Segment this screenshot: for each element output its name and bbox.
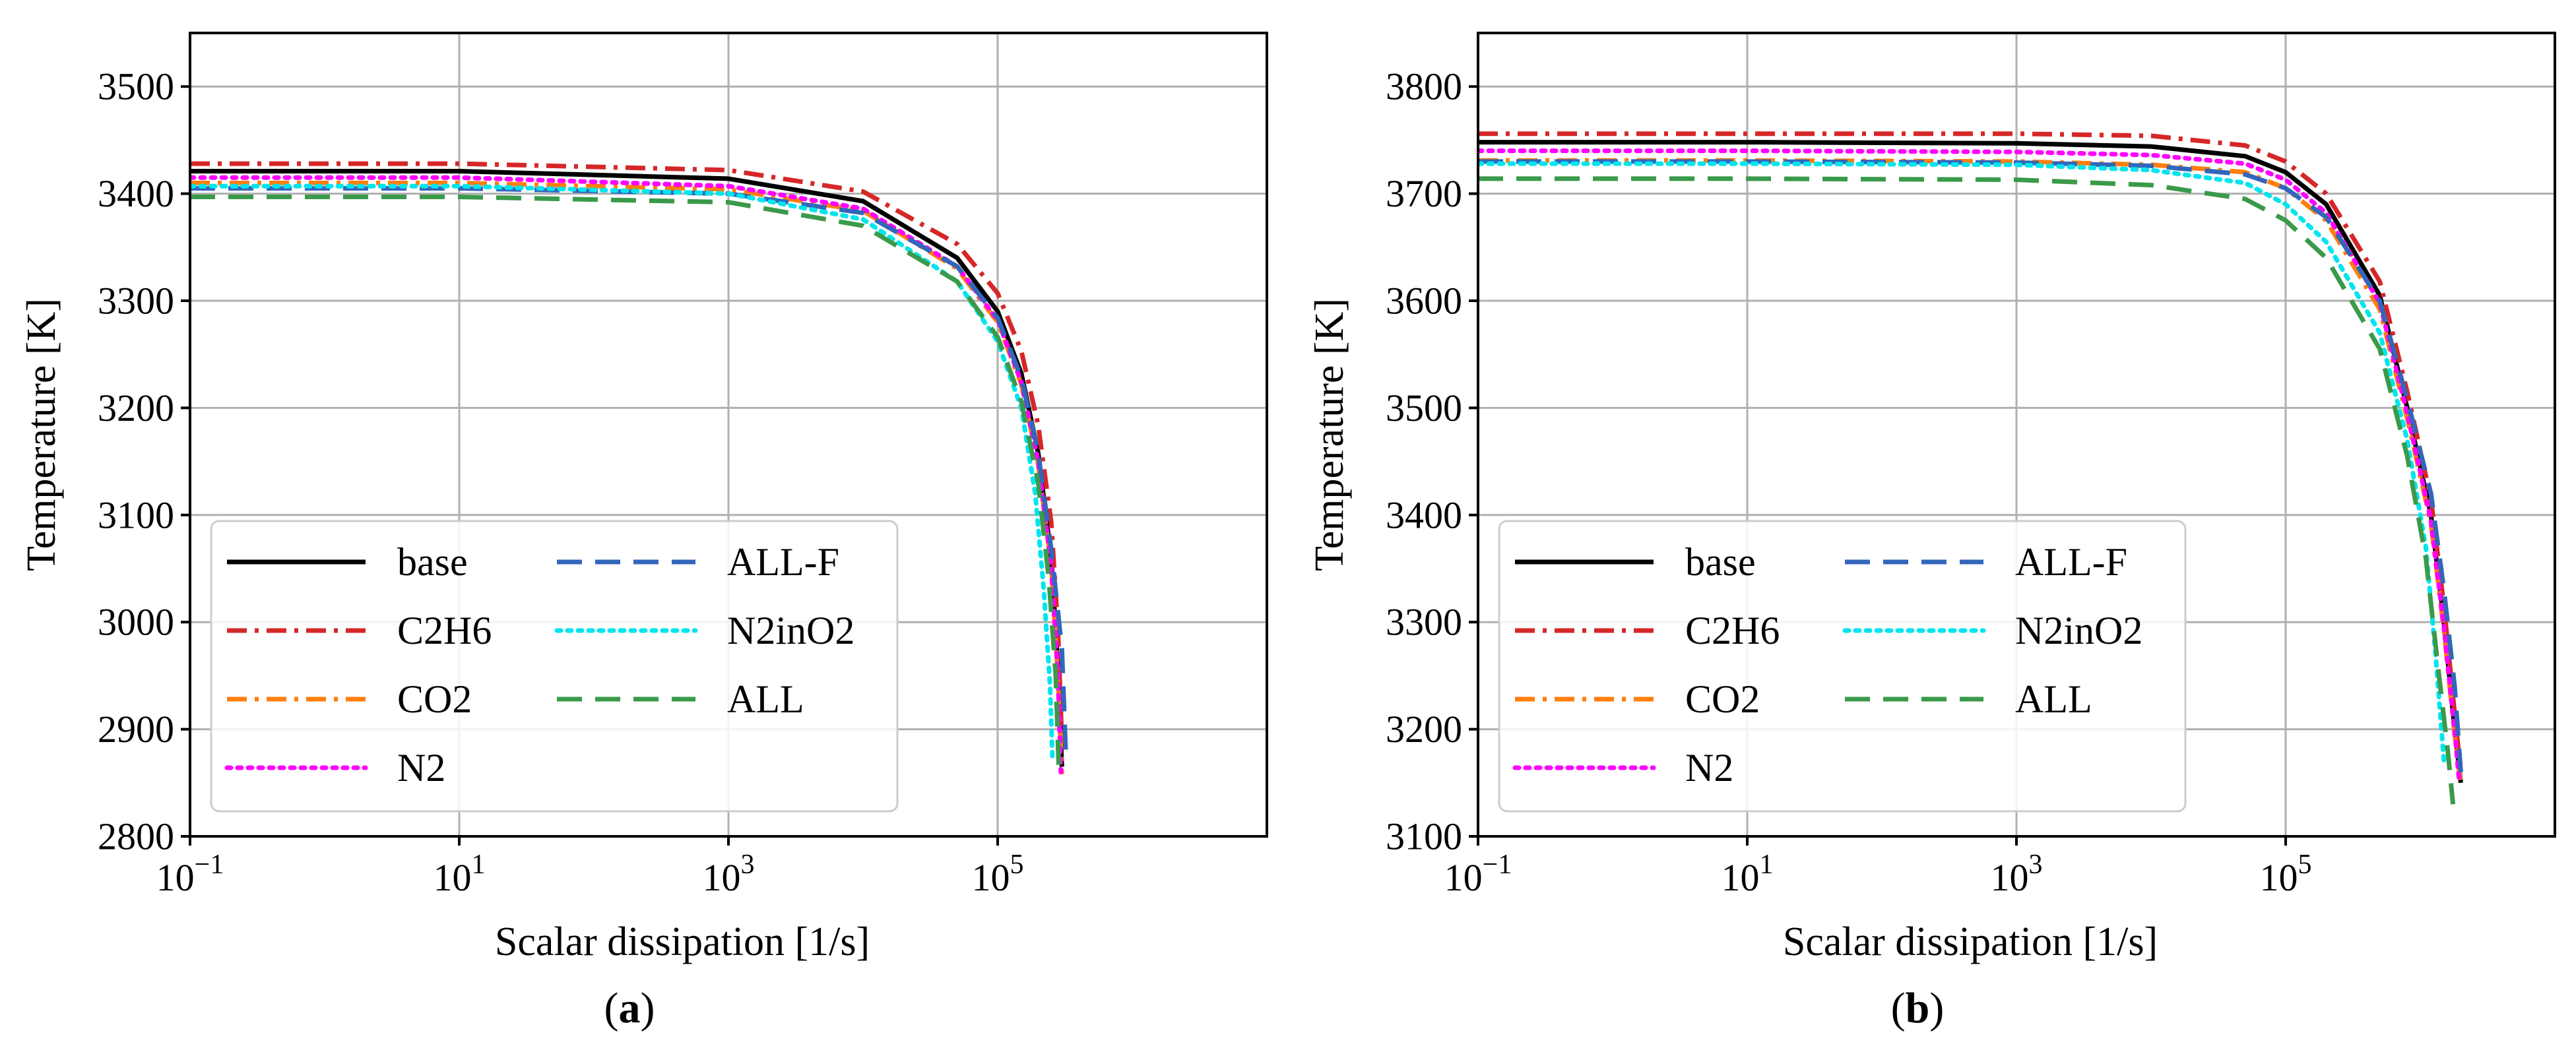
x-axis-title: Scalar dissipation [1/s] bbox=[495, 919, 870, 964]
x-tick-label: 10−1 bbox=[1444, 850, 1512, 899]
legend-label-c2h6: C2H6 bbox=[397, 609, 492, 652]
legend-box bbox=[1498, 520, 2187, 813]
legend-label-n2ino2: N2inO2 bbox=[727, 609, 854, 652]
y-tick-label: 3500 bbox=[98, 65, 174, 108]
y-tick-label: 3400 bbox=[98, 172, 174, 215]
y-tick-label: 2800 bbox=[98, 815, 174, 858]
legend-label-co2: CO2 bbox=[1685, 677, 1760, 721]
y-tick-label: 3700 bbox=[1386, 172, 1462, 215]
x-tick-label: 103 bbox=[703, 850, 755, 899]
panel-caption: (a) bbox=[604, 984, 655, 1032]
legend-label-n2: N2 bbox=[1685, 746, 1733, 790]
legend-label-n2: N2 bbox=[397, 746, 445, 790]
legend: base C2H6 CO2 N2 ALL-F N2inO2 ALL bbox=[210, 520, 899, 813]
series-group bbox=[1478, 131, 2463, 805]
y-tick-label: 3600 bbox=[1386, 280, 1462, 323]
y-tick-label: 3200 bbox=[1386, 708, 1462, 751]
y-tick-label: 3100 bbox=[1386, 815, 1462, 858]
x-tick-label: 103 bbox=[1991, 850, 2043, 899]
series-line-all-f bbox=[190, 186, 1068, 751]
legend-label-n2ino2: N2inO2 bbox=[2015, 609, 2142, 652]
legend-label-c2h6: C2H6 bbox=[1685, 609, 1780, 652]
y-tick-label: 3400 bbox=[1386, 493, 1462, 536]
series-group bbox=[190, 161, 1068, 775]
chart-panel-b: 3100 3200 3300 3400 3500 3600 3700 3800 10−1 101 1… bbox=[1307, 32, 2556, 1032]
y-tick-label: 3100 bbox=[98, 493, 174, 536]
legend-label-all-f: ALL-F bbox=[2015, 540, 2127, 584]
series-line-n2 bbox=[190, 175, 1064, 775]
legend-label-base: base bbox=[1685, 540, 1756, 584]
y-tick-label: 3200 bbox=[98, 387, 174, 429]
series-line-all bbox=[190, 195, 1062, 772]
series-line-n2 bbox=[1478, 148, 2462, 786]
x-tick-label: 105 bbox=[2260, 850, 2312, 899]
x-tick-label: 10−1 bbox=[156, 850, 224, 899]
x-tick-label: 101 bbox=[434, 850, 486, 899]
x-axis-title: Scalar dissipation [1/s] bbox=[1783, 919, 2158, 964]
legend-label-co2: CO2 bbox=[397, 677, 472, 721]
y-tick-label: 3000 bbox=[98, 601, 174, 644]
x-tick-label: 101 bbox=[1722, 850, 1774, 899]
y-axis-title: Temperature [K] bbox=[1307, 298, 1352, 571]
legend-label-all: ALL bbox=[727, 677, 804, 721]
series-line-all bbox=[1478, 176, 2456, 805]
y-tick-label: 3800 bbox=[1386, 65, 1462, 108]
y-tick-label: 3500 bbox=[1386, 387, 1462, 429]
y-tick-label: 3300 bbox=[1386, 601, 1462, 644]
y-tick-label: 2900 bbox=[98, 708, 174, 751]
legend-box bbox=[210, 520, 899, 813]
x-tick-label: 105 bbox=[972, 850, 1024, 899]
panel-caption: (b) bbox=[1891, 984, 1945, 1032]
legend-label-base: base bbox=[397, 540, 468, 584]
legend-label-all: ALL bbox=[2015, 677, 2092, 721]
y-axis-title: Temperature [K] bbox=[19, 298, 64, 571]
chart-panel-a: 2800 2900 3000 3100 3200 3300 3400 3500 10−1 101 1… bbox=[19, 32, 1268, 1032]
legend-label-all-f: ALL-F bbox=[727, 540, 839, 584]
series-line-co2 bbox=[190, 180, 1064, 774]
legend: base C2H6 CO2 N2 ALL-F N2inO2 ALL bbox=[1498, 520, 2187, 813]
y-tick-label: 3300 bbox=[98, 280, 174, 323]
